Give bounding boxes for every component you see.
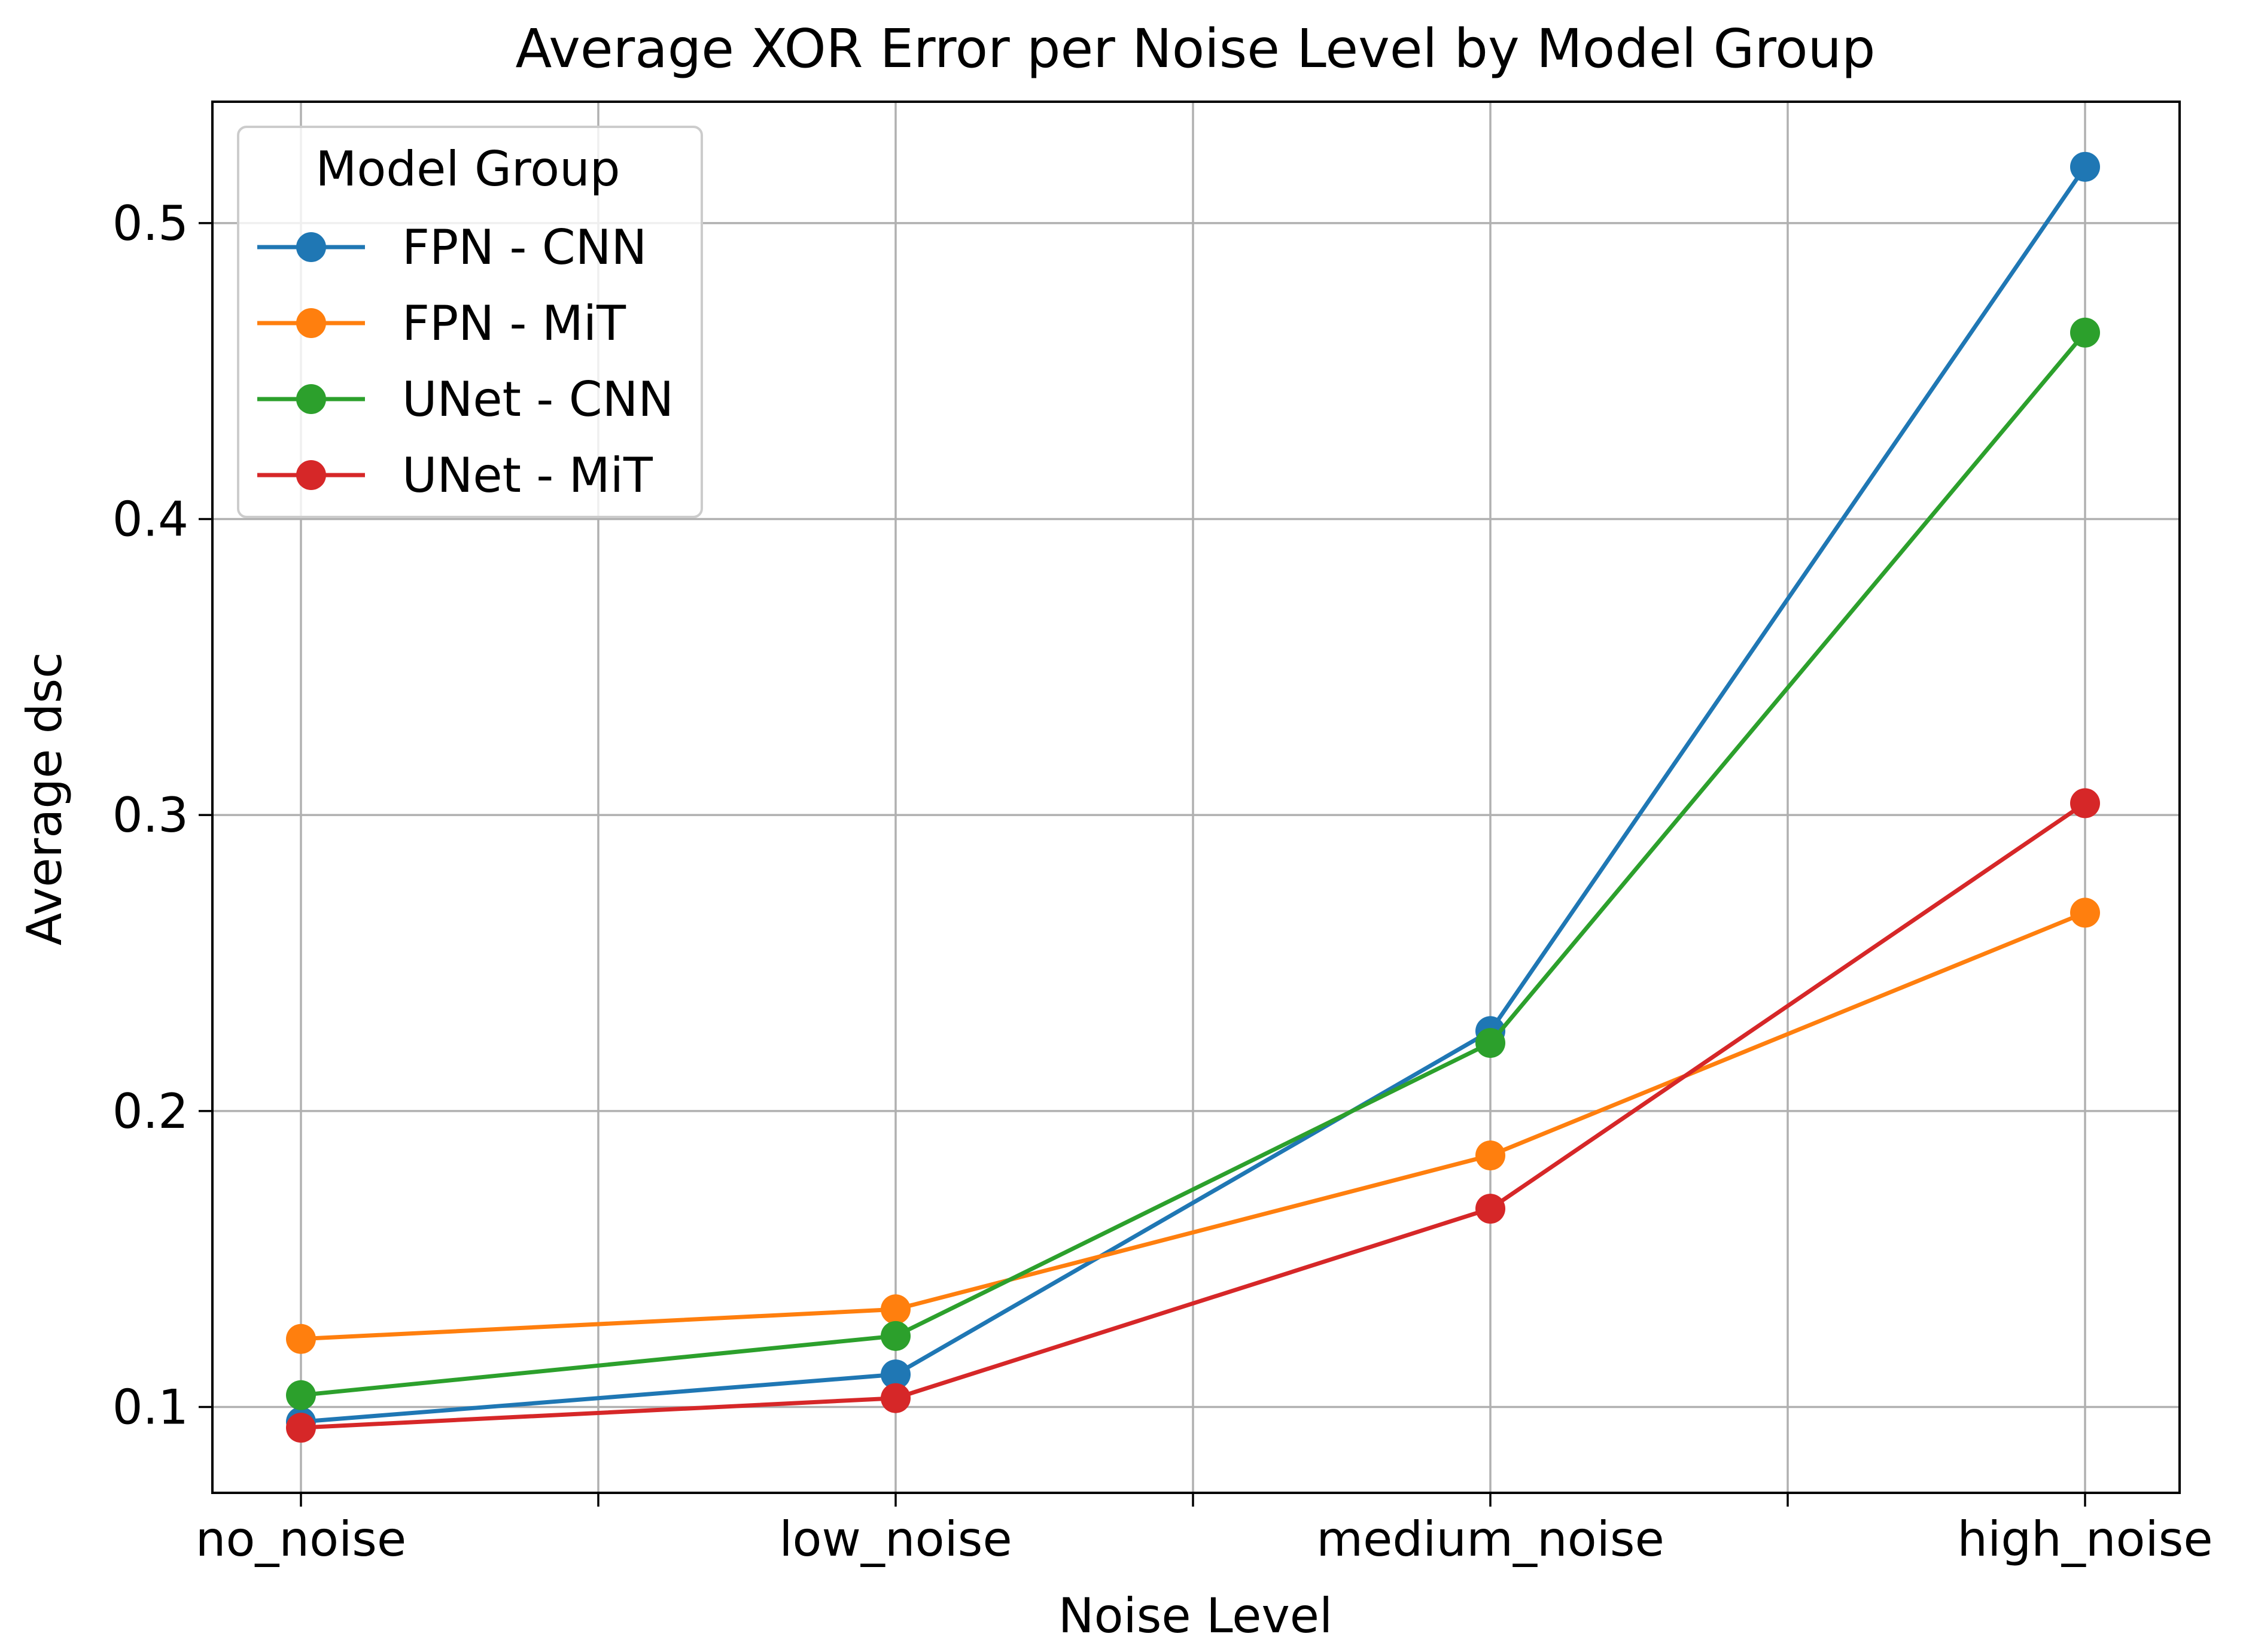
x-axis-label: Noise Level <box>1058 1588 1333 1644</box>
y-tick-label: 0.5 <box>112 196 188 251</box>
x-tick-label: no_noise <box>196 1511 406 1567</box>
legend-marker-swatch <box>296 384 326 414</box>
data-point-fpn-mit <box>1475 1140 1505 1171</box>
data-point-fpn-mit <box>2070 898 2100 928</box>
y-tick-label: 0.2 <box>112 1084 188 1139</box>
legend-entry: FPN - MiT <box>257 296 626 351</box>
data-point-unet-mit <box>286 1413 316 1443</box>
series-unet-cnn <box>286 317 2100 1410</box>
data-point-fpn-cnn <box>881 1359 911 1390</box>
grid <box>212 102 2180 1493</box>
legend-marker-swatch <box>296 308 326 338</box>
series-unet-mit <box>286 788 2100 1443</box>
ticks: 0.1 0.2 0.3 0.4 0.5 no_noise low_noise medium_n… <box>112 196 2213 1567</box>
series-line-fpn-mit <box>299 910 2087 1341</box>
legend-entry: UNet - CNN <box>257 372 674 427</box>
data-point-fpn-cnn <box>2070 151 2100 182</box>
series-fpn-mit <box>286 898 2100 1354</box>
y-tick-label: 0.1 <box>112 1380 188 1435</box>
legend-label: UNet - CNN <box>402 372 674 427</box>
data-point-unet-cnn <box>881 1321 911 1351</box>
series-line-fpn-cnn <box>299 165 2087 1424</box>
x-tick-label: medium_noise <box>1316 1511 1664 1567</box>
data-point-unet-mit <box>1475 1194 1505 1224</box>
legend-entry: UNet - MiT <box>257 448 653 503</box>
series-layer <box>286 151 2100 1443</box>
legend-box <box>237 126 703 518</box>
data-point-fpn-mit <box>881 1294 911 1325</box>
legend-marker-swatch <box>296 232 326 262</box>
legend: Model Group FPN - CNN FPN - MiT UNet - CNN… <box>237 126 703 518</box>
legend-title: Model Group <box>315 141 620 197</box>
legend-entries: FPN - CNN FPN - MiT UNet - CNN UNet - MiT <box>257 220 674 503</box>
y-tick-label: 0.4 <box>112 492 188 547</box>
chart-title: Average XOR Error per Noise Level by Mod… <box>516 17 1876 80</box>
data-point-unet-cnn <box>2070 317 2100 348</box>
plot-frame <box>211 101 2181 1494</box>
legend-marker-swatch <box>296 460 326 490</box>
series-line-unet-cnn <box>299 330 2087 1398</box>
y-axis-label: Average dsc <box>17 652 72 945</box>
data-point-fpn-mit <box>286 1324 316 1354</box>
legend-label: FPN - MiT <box>402 296 626 351</box>
legend-label: FPN - CNN <box>402 220 647 275</box>
x-tick-label: low_noise <box>779 1511 1012 1567</box>
legend-entry: FPN - CNN <box>257 220 647 275</box>
x-tick-label: high_noise <box>1957 1511 2213 1567</box>
data-point-unet-mit <box>881 1383 911 1413</box>
series-line-unet-mit <box>299 801 2087 1430</box>
data-point-unet-cnn <box>286 1380 316 1410</box>
legend-label: UNet - MiT <box>402 448 653 503</box>
y-tick-label: 0.3 <box>112 787 188 843</box>
data-point-unet-mit <box>2070 788 2100 819</box>
data-point-unet-cnn <box>1475 1028 1505 1058</box>
